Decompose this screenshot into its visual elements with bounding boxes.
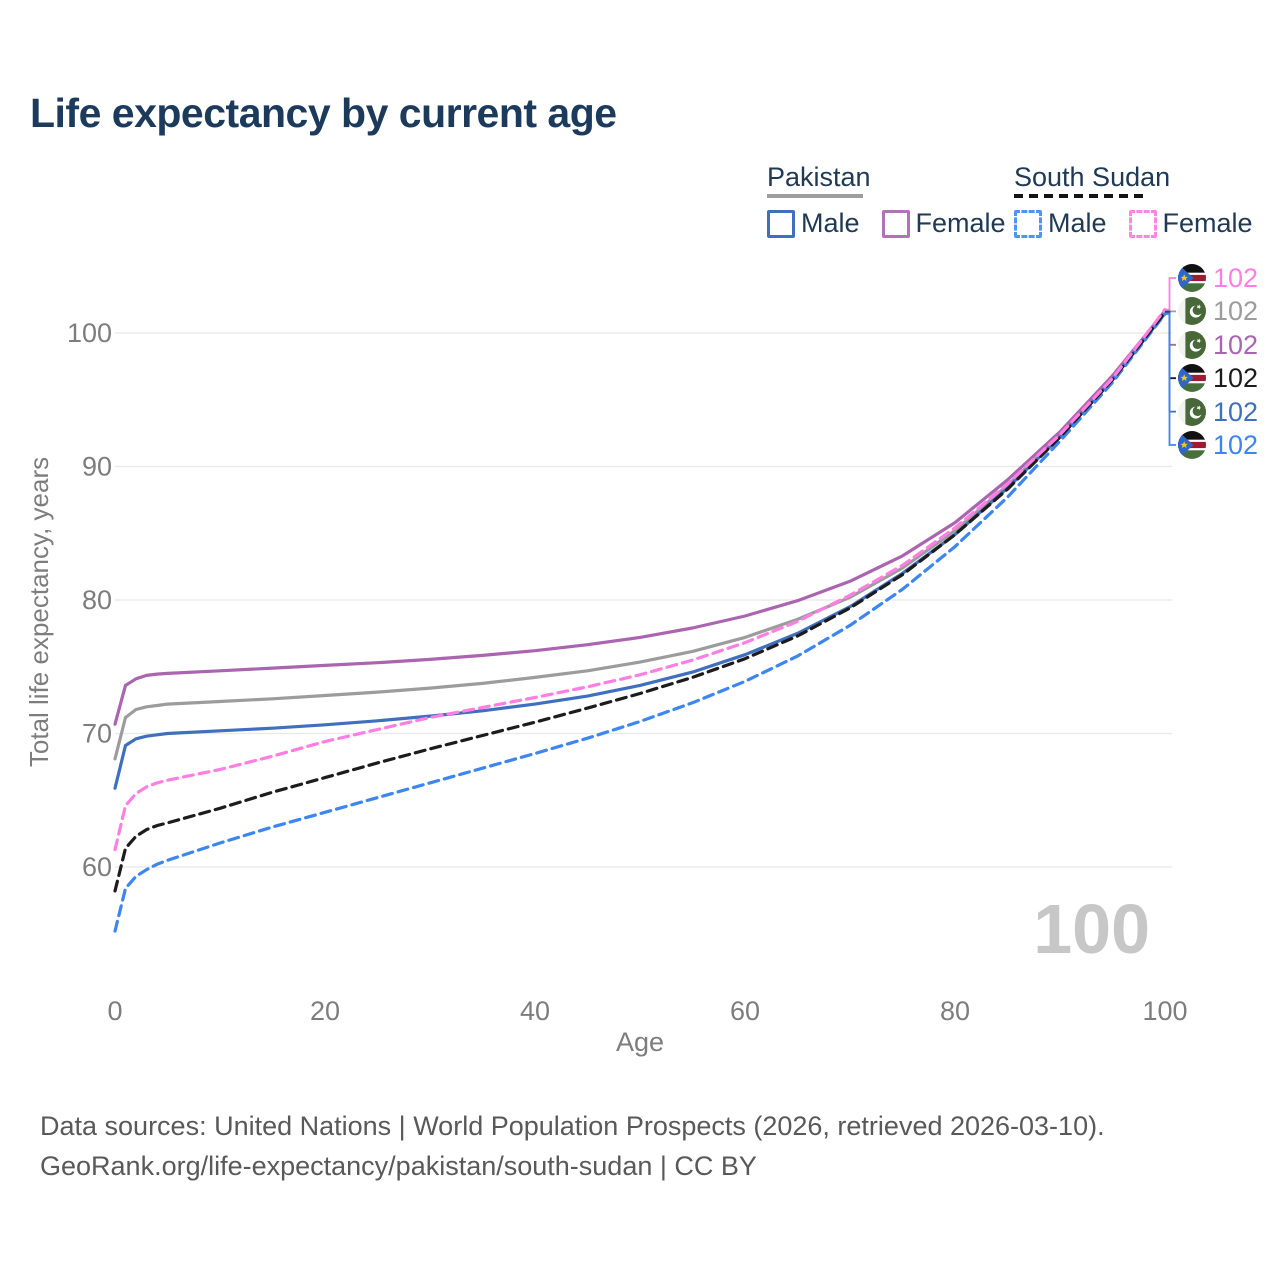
- end-label-pakistan-male[interactable]: 102: [1178, 396, 1259, 427]
- end-label-south-sudan-both-sexes[interactable]: 102: [1178, 363, 1259, 394]
- series-line-pakistan-both-sexes[interactable]: [113, 309, 1167, 761]
- footer: Data sources: United Nations | World Pop…: [40, 1106, 1105, 1186]
- x-tick-20: 20: [310, 996, 340, 1026]
- end-label-value: 102: [1213, 430, 1259, 460]
- series-line-south-sudan-female[interactable]: [113, 308, 1167, 852]
- pakistan-flag-icon: [1178, 331, 1206, 359]
- legend-swatch-pakistan-female[interactable]: [881, 209, 910, 238]
- series-line-pakistan-male[interactable]: [113, 311, 1167, 790]
- legend-label-pakistan-female[interactable]: Female: [915, 208, 1006, 238]
- legend-group-south-sudan: South Sudan Male Female: [1014, 163, 1253, 239]
- south-sudan-flag-icon: [1178, 364, 1206, 392]
- footer-attribution: GeoRank.org/life-expectancy/pakistan/sou…: [40, 1151, 757, 1181]
- end-label-column: 102 102 102 102 102 102: [0, 264, 1259, 459]
- series-line-south-sudan-both-sexes[interactable]: [113, 310, 1167, 893]
- x-tick-0: 0: [107, 996, 122, 1026]
- end-label-pakistan-female[interactable]: 102: [1178, 329, 1259, 360]
- leader-line-south-sudan-male: [1165, 313, 1176, 446]
- leader-line-pakistan-female: [1165, 310, 1176, 346]
- end-label-value: 102: [1213, 263, 1259, 293]
- y-tick-90: 90: [82, 452, 112, 482]
- pakistan-flag-icon: [1178, 297, 1206, 325]
- pakistan-flag-icon: [1178, 398, 1206, 426]
- legend-swatch-south-sudan-male[interactable]: [1014, 209, 1042, 238]
- series-line-pakistan-female[interactable]: [113, 309, 1167, 726]
- x-tick-60: 60: [730, 996, 760, 1026]
- series-line-south-sudan-male[interactable]: [113, 312, 1167, 933]
- legend-underline-pakistan-solid: [767, 194, 863, 198]
- end-label-value: 102: [1213, 296, 1259, 327]
- end-label-south-sudan-male[interactable]: 102: [1178, 431, 1258, 459]
- leader-line-south-sudan-female: [1165, 277, 1176, 311]
- x-tick-80: 80: [940, 996, 970, 1026]
- y-tick-100: 100: [67, 318, 112, 348]
- age-watermark: 100: [1033, 890, 1150, 968]
- legend-swatch-south-sudan-female[interactable]: [1128, 209, 1157, 238]
- legend-label-south-sudan-female[interactable]: Female: [1162, 208, 1253, 238]
- legend-country-pakistan[interactable]: Pakistan: [767, 162, 871, 192]
- leader-line-pakistan-male: [1165, 312, 1176, 413]
- south-sudan-flag-icon: [1178, 431, 1206, 459]
- page-title: Life expectancy by current age: [30, 90, 617, 136]
- legend-label-south-sudan-male[interactable]: Male: [1048, 208, 1107, 238]
- life-expectancy-chart: 60 70 80 90 100 0 20 40 60 80 100 Age Total life exp…: [24, 277, 1188, 1057]
- legend-label-pakistan-male[interactable]: Male: [801, 208, 860, 238]
- end-label-pakistan-both-sexes[interactable]: 102: [1178, 296, 1259, 327]
- legend-swatch-pakistan-male[interactable]: [767, 209, 795, 238]
- y-tick-80: 80: [82, 585, 112, 615]
- end-label-value: 102: [1213, 329, 1259, 360]
- footer-data-sources: Data sources: United Nations | World Pop…: [40, 1111, 1105, 1141]
- x-axis-label: Age: [616, 1027, 664, 1057]
- end-label-south-sudan-female[interactable]: 102: [1178, 264, 1258, 292]
- y-tick-60: 60: [82, 852, 112, 882]
- legend-group-pakistan: Pakistan Male Female: [767, 163, 1006, 239]
- x-tick-40: 40: [520, 996, 550, 1026]
- y-tick-70: 70: [82, 719, 112, 749]
- end-label-value: 102: [1213, 396, 1259, 427]
- legend-underline-south-sudan-dashed: [1014, 194, 1148, 198]
- y-axis-label: Total life expectancy, years: [24, 457, 54, 767]
- legend-country-south-sudan[interactable]: South Sudan: [1014, 162, 1171, 192]
- x-tick-100: 100: [1142, 996, 1187, 1026]
- south-sudan-flag-icon: [1178, 264, 1206, 292]
- end-label-value: 102: [1213, 363, 1259, 394]
